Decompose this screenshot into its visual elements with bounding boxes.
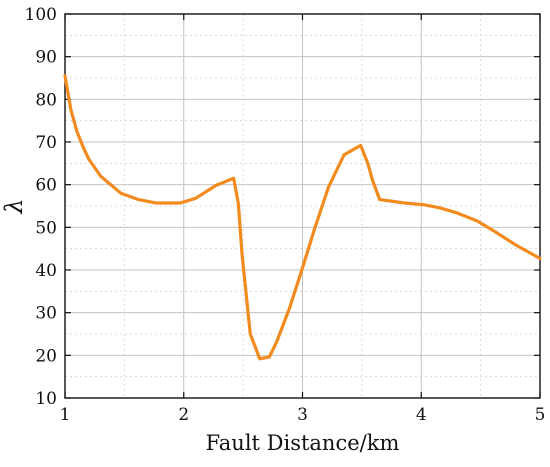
y-tick-label: 80 [35, 90, 57, 110]
axis-ticks: 1 2 3 4 5 10 20 30 40 50 60 70 80 90 100 [25, 5, 546, 425]
y-tick-label: 90 [35, 48, 57, 68]
y-axis-label: λ [0, 198, 28, 214]
x-tick-label: 3 [297, 405, 308, 425]
x-tick-label: 4 [416, 405, 427, 425]
series-line [63, 74, 542, 361]
y-tick-label: 10 [35, 389, 57, 409]
grid [64, 13, 541, 399]
y-tick-label: 60 [35, 176, 57, 196]
y-tick-label: 40 [35, 261, 57, 281]
x-tick-label: 5 [535, 405, 546, 425]
x-axis-label: Fault Distance/km [206, 431, 400, 455]
y-tick-label: 50 [35, 218, 57, 238]
y-tick-label: 70 [35, 133, 57, 153]
x-tick-label: 2 [178, 405, 189, 425]
y-tick-label: 20 [35, 346, 57, 366]
series-group [63, 74, 542, 361]
y-tick-label: 100 [25, 5, 57, 25]
y-tick-label: 30 [35, 304, 57, 324]
x-tick-label: 1 [60, 405, 71, 425]
